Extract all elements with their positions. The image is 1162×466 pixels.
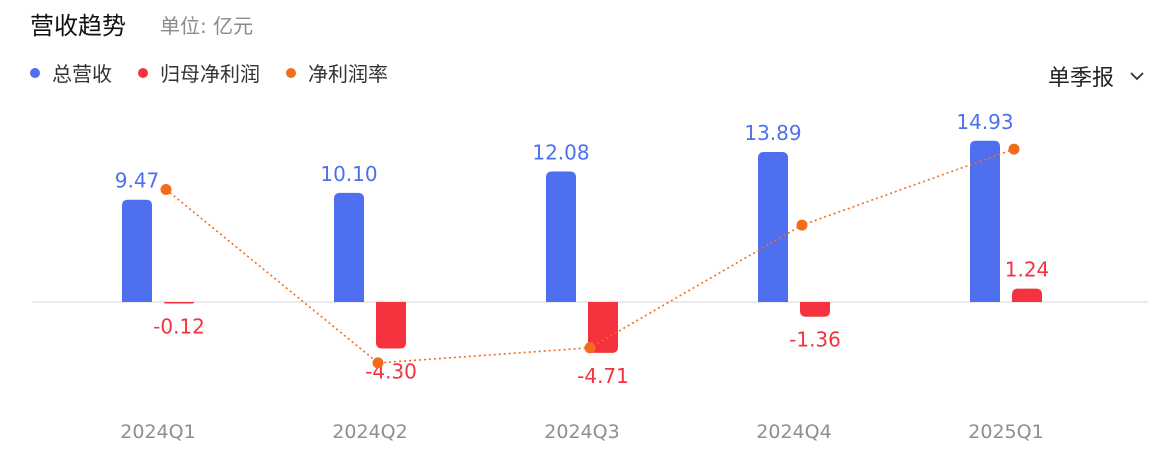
x-tick-label: 2024Q3 (544, 421, 619, 443)
legend-revenue-dot (30, 67, 40, 78)
net-profit-data-label: 1.24 (1005, 258, 1050, 282)
legend-item-net-profit[interactable]: 归母净利润 (138, 58, 260, 87)
unit-label: 单位: 亿元 (160, 14, 254, 38)
period-selector-label: 单季报 (1047, 66, 1114, 91)
chart-title: 营收趋势 (30, 12, 126, 40)
margin-point (584, 342, 596, 354)
net-profit-bar (588, 302, 618, 353)
legend: 总营收 归母净利润 净利润率 (30, 58, 388, 87)
legend-net-profit-label: 归母净利润 (160, 62, 260, 86)
revenue-data-label: 14.93 (956, 110, 1013, 134)
revenue-bar (970, 140, 1000, 302)
x-tick-label: 2024Q1 (120, 421, 195, 443)
legend-net-profit-dot (138, 67, 148, 78)
margin-point (160, 183, 172, 195)
revenue-data-label: 12.08 (532, 141, 589, 165)
revenue-bar (334, 192, 364, 302)
net-profit-bar (376, 302, 406, 349)
net-profit-data-label: -0.12 (153, 314, 205, 338)
x-tick-label: 2024Q2 (332, 421, 407, 443)
revenue-data-label: 9.47 (115, 169, 160, 193)
legend-item-revenue[interactable]: 总营收 (30, 58, 112, 87)
net-profit-bar (800, 302, 830, 317)
revenue-data-label: 13.89 (744, 121, 801, 145)
net-profit-bar (1012, 288, 1042, 302)
revenue-bar (122, 199, 152, 302)
legend-revenue-label: 总营收 (52, 62, 112, 86)
x-tick-label: 2025Q1 (968, 421, 1043, 443)
revenue-bar (546, 171, 576, 302)
revenue-bar (758, 151, 788, 302)
legend-margin-dot (286, 67, 296, 78)
margin-point (1008, 143, 1020, 155)
legend-item-margin[interactable]: 净利润率 (286, 58, 388, 87)
period-selector[interactable]: 单季报 (1048, 60, 1144, 92)
revenue-data-label: 10.10 (320, 162, 377, 186)
legend-margin-label: 净利润率 (308, 62, 388, 86)
x-tick-label: 2024Q4 (756, 421, 831, 443)
net-profit-bar (164, 302, 194, 304)
chevron-down-icon (1130, 72, 1144, 81)
net-profit-data-label: -1.36 (789, 328, 841, 352)
net-profit-data-label: -4.71 (577, 364, 629, 388)
margin-point (796, 219, 808, 231)
margin-point (372, 357, 384, 369)
